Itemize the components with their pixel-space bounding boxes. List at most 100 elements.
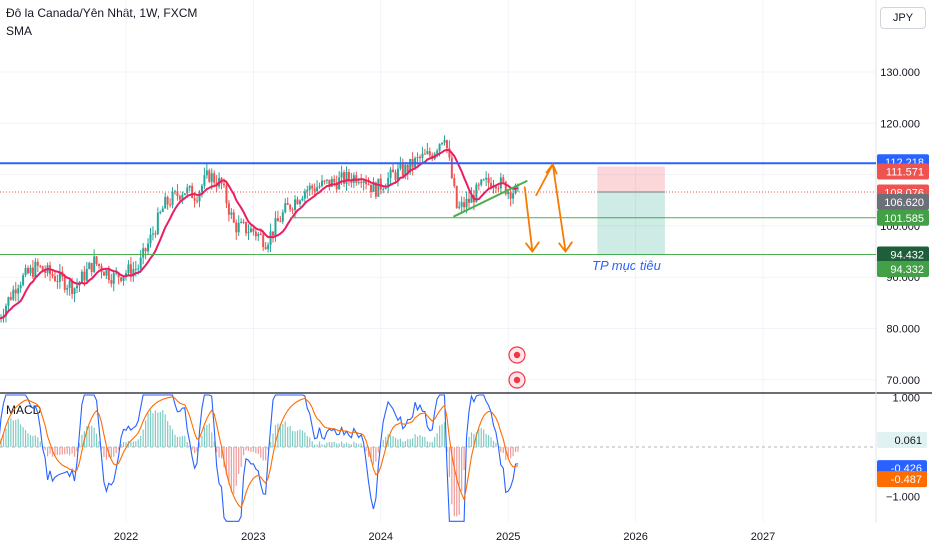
- candle-up: [34, 257, 37, 279]
- candle-body: [196, 200, 199, 202]
- candle-down: [129, 257, 132, 282]
- candle-body: [83, 271, 86, 281]
- candle-down: [264, 242, 267, 250]
- macd-tick-label: 1.000: [892, 393, 920, 405]
- candle-down: [428, 147, 431, 159]
- candle-body: [22, 275, 25, 286]
- candle-body: [374, 182, 377, 197]
- candle-body: [487, 177, 490, 183]
- candle-down: [509, 189, 512, 207]
- candle-body: [298, 200, 301, 205]
- candle-body: [29, 267, 32, 274]
- candle-down: [110, 273, 113, 288]
- candle-body: [504, 181, 507, 195]
- candle-body: [396, 168, 399, 180]
- candle-up: [257, 232, 260, 241]
- candle-body: [166, 197, 169, 205]
- candle-up: [76, 278, 78, 293]
- candle-body: [296, 199, 299, 205]
- candle-body: [134, 268, 137, 270]
- candle-down: [166, 195, 169, 210]
- price-badge: [877, 209, 929, 226]
- price-badge-label: 94.332: [890, 264, 924, 276]
- candle-body: [115, 272, 118, 274]
- candle-body: [460, 202, 463, 207]
- candle-up: [19, 281, 22, 293]
- macd-line: [0, 394, 519, 522]
- candle-body: [227, 203, 230, 215]
- candle-down: [463, 196, 466, 213]
- candle-up: [306, 185, 309, 199]
- candle-up: [308, 182, 311, 196]
- chart-title: Đô la Canada/Yên Nhật, 1W, FXCM: [6, 6, 198, 20]
- arrow-down-1: [523, 186, 534, 253]
- candle-body: [117, 272, 120, 278]
- candle-body: [308, 185, 311, 190]
- candle-up: [230, 208, 233, 220]
- candle-up: [404, 162, 407, 180]
- candle-body: [409, 158, 412, 173]
- candle-body: [477, 184, 480, 186]
- candle-body: [235, 222, 238, 233]
- price-badge: [877, 193, 929, 210]
- candle-down: [313, 183, 316, 195]
- candle-down: [39, 264, 42, 269]
- candle-body: [9, 297, 12, 300]
- sma-line: [0, 148, 519, 320]
- candle-body: [102, 272, 105, 276]
- candle-down: [445, 139, 448, 154]
- candle-body: [230, 212, 233, 215]
- candle-up: [68, 278, 71, 296]
- candle-up: [188, 185, 191, 191]
- candle-body: [453, 177, 456, 187]
- candle-body: [325, 179, 328, 181]
- candle-body: [24, 268, 27, 276]
- candle-up: [480, 178, 483, 187]
- candle-up: [88, 261, 91, 270]
- candle-down: [477, 182, 480, 191]
- candle-up: [396, 163, 399, 187]
- candle-down: [497, 185, 500, 192]
- candle-body: [56, 280, 59, 282]
- candle-body: [98, 263, 101, 266]
- candle-body: [249, 228, 252, 233]
- candle-down: [392, 163, 395, 173]
- candle-down: [191, 182, 194, 199]
- candle-body: [377, 178, 380, 197]
- time-tick-label: 2025: [496, 531, 520, 543]
- candle-body: [80, 271, 83, 283]
- candle-body: [51, 274, 54, 277]
- candle-body: [203, 175, 206, 186]
- candle-up: [325, 179, 328, 185]
- candle-body: [441, 142, 444, 145]
- currency-button[interactable]: JPY: [880, 7, 926, 29]
- candle-body: [66, 287, 69, 290]
- candle-up: [426, 143, 429, 155]
- candle-body: [41, 266, 44, 271]
- candle-body: [485, 177, 488, 180]
- time-tick-label: 2024: [369, 531, 393, 543]
- candle-down: [370, 184, 372, 198]
- candle-body: [147, 243, 150, 252]
- candle-down: [36, 258, 39, 273]
- candle-body: [389, 169, 392, 178]
- trendline: [452, 179, 528, 218]
- candle-body: [208, 170, 211, 182]
- candle-down: [450, 152, 453, 180]
- candle-body: [392, 169, 395, 173]
- candle-down: [254, 229, 257, 241]
- candle-down: [95, 255, 98, 267]
- candle-down: [289, 203, 292, 213]
- candle-down: [144, 247, 147, 260]
- candle-down: [504, 180, 507, 196]
- take-profit-zone: [597, 191, 665, 255]
- candle-body: [313, 188, 316, 192]
- candle-down: [455, 185, 458, 209]
- candle-body: [186, 187, 189, 194]
- candle-down: [252, 227, 255, 236]
- candle-body: [12, 289, 15, 300]
- candle-down: [401, 158, 404, 179]
- candle-up: [298, 199, 301, 207]
- candle-down: [242, 218, 245, 225]
